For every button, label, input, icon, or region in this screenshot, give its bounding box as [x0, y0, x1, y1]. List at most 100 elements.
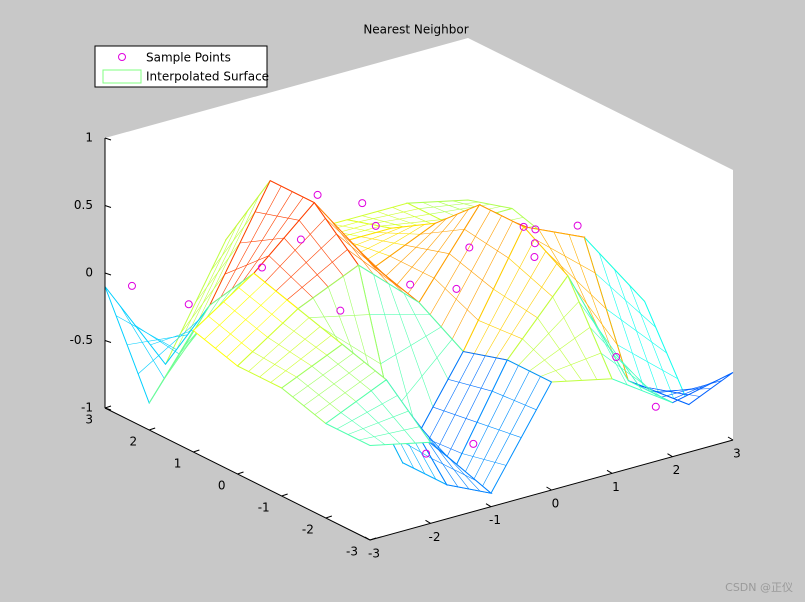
- z-tick: [104, 272, 112, 276]
- x-tick-label: -2: [429, 530, 441, 544]
- mesh-line: [392, 207, 437, 227]
- mesh-line: [298, 220, 344, 277]
- sample-point: [612, 353, 621, 361]
- mesh-line: [115, 315, 177, 350]
- mesh-line: [150, 329, 195, 346]
- mesh-line: [220, 186, 282, 298]
- y-tick: [325, 515, 332, 519]
- mesh-line: [606, 308, 667, 354]
- z-tick-label: 1: [85, 131, 93, 145]
- z-tick-label: -0.5: [70, 333, 93, 347]
- mesh-line: [440, 215, 502, 328]
- sample-point: [358, 199, 367, 208]
- sample-point: [531, 225, 540, 234]
- x-tick: [667, 453, 673, 458]
- sample-point: [184, 300, 193, 309]
- x-tick-label: 0: [552, 497, 560, 511]
- mesh-line: [331, 223, 377, 233]
- mesh-line: [369, 213, 430, 225]
- mesh-cell: [324, 379, 432, 447]
- x-tick: [546, 486, 552, 491]
- mesh-line: [518, 301, 580, 366]
- y-tick: [149, 427, 156, 431]
- mesh-line: [552, 296, 598, 380]
- y-tick-label: -2: [302, 523, 314, 537]
- mesh-line: [673, 379, 718, 399]
- mesh-line: [380, 326, 442, 365]
- z-tick-label: 0: [85, 266, 93, 280]
- x-tick: [485, 503, 492, 508]
- x-tick-label: 2: [673, 463, 681, 477]
- mesh-line: [492, 390, 537, 411]
- legend-swatch: [102, 69, 142, 84]
- mesh-line: [447, 379, 493, 392]
- mesh-line: [127, 334, 188, 346]
- mesh-line: [292, 352, 354, 398]
- mesh-line: [418, 201, 480, 209]
- mesh-line: [578, 301, 640, 387]
- mesh-line: [545, 251, 607, 310]
- sample-point: [258, 263, 266, 272]
- sample-point: [530, 253, 539, 262]
- mesh-face: [324, 379, 432, 447]
- y-tick-label: 2: [130, 435, 138, 449]
- mesh-line: [238, 287, 284, 324]
- y-tick-label: -1: [258, 501, 270, 515]
- sample-point: [371, 221, 380, 230]
- x-tick-label: 1: [612, 480, 620, 494]
- mesh-line: [352, 225, 414, 257]
- mesh-line: [336, 233, 398, 285]
- sample-point: [465, 243, 474, 252]
- mesh-line: [325, 218, 387, 277]
- mesh-line: [210, 211, 256, 272]
- sample-point: [406, 280, 415, 289]
- mesh-line: [385, 218, 447, 277]
- sample-point: [530, 239, 539, 248]
- mesh-line: [468, 370, 530, 490]
- sample-point: [296, 235, 305, 244]
- mesh-line: [204, 281, 266, 340]
- mesh-line: [639, 385, 700, 397]
- mesh-line: [613, 354, 658, 397]
- watermark: CSDN @正仪: [725, 581, 793, 594]
- mesh-line: [159, 297, 221, 386]
- mesh-line: [473, 238, 535, 354]
- z-tick: [104, 340, 112, 343]
- mesh-line: [347, 410, 409, 435]
- x-tick-label: 3: [733, 447, 741, 461]
- y-tick: [104, 405, 112, 409]
- legend-label: Sample Points: [146, 51, 231, 65]
- legend-marker: [118, 53, 126, 61]
- mesh-line: [403, 293, 449, 380]
- chart-title: Nearest Neighbor: [363, 23, 468, 37]
- mesh-cell: [346, 202, 454, 229]
- mesh-line: [336, 395, 398, 430]
- mesh-line: [376, 232, 421, 235]
- x-tick: [606, 469, 613, 474]
- mesh-line: [457, 365, 519, 487]
- mesh-line: [264, 218, 326, 283]
- mesh-line: [370, 390, 416, 444]
- mesh-line: [303, 361, 365, 406]
- y-tick-label: 3: [85, 413, 93, 427]
- mesh-line: [484, 251, 547, 356]
- y-tick: [369, 537, 377, 541]
- z-tick-label: 0.5: [74, 198, 93, 212]
- x-tick-label: -3: [368, 547, 380, 561]
- mesh-line: [248, 317, 310, 372]
- mesh-line: [176, 224, 238, 350]
- x-tick-label: -1: [489, 513, 501, 527]
- mesh-line: [568, 234, 614, 355]
- mesh-line: [650, 388, 711, 392]
- mesh-line: [508, 257, 553, 298]
- y-tick-label: -3: [346, 545, 358, 559]
- sample-point: [313, 190, 322, 199]
- sample-point: [469, 439, 478, 448]
- mesh-line: [429, 210, 491, 315]
- sample-point: [452, 284, 461, 293]
- legend-label: Interpolated Surface: [146, 70, 269, 84]
- sample-point: [651, 402, 660, 411]
- mesh-line: [357, 208, 419, 223]
